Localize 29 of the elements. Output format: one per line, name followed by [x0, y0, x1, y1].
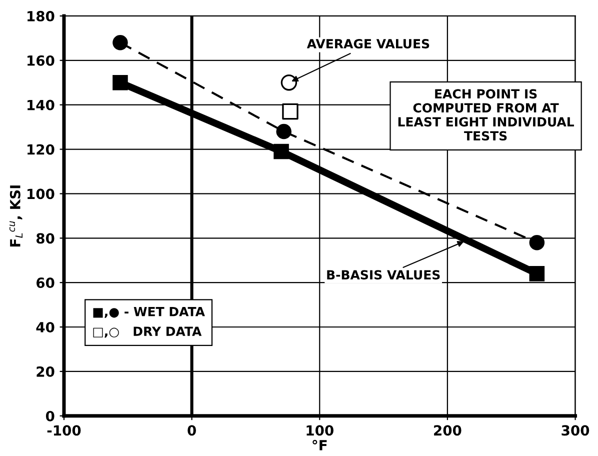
- y-tick-label: 140: [28, 100, 54, 110]
- point: [112, 34, 128, 50]
- x-tick-label: 200: [434, 425, 462, 436]
- y-tick-label: 120: [28, 144, 54, 155]
- y-tick-label: 20: [36, 366, 54, 377]
- point: [529, 266, 545, 282]
- point: [274, 144, 289, 160]
- point: [282, 103, 298, 120]
- x-axis-title: °F: [312, 440, 327, 450]
- point: [276, 124, 292, 140]
- y-axis-title: F$_{L}$$^{cu}$, KSI: [9, 186, 23, 246]
- y-tick-label: 180: [28, 10, 54, 22]
- point: [112, 74, 128, 90]
- point: [280, 74, 298, 91]
- y-tick-label: 0: [46, 410, 54, 422]
- y-tick-label: 40: [36, 322, 54, 332]
- annotation: B-BASIS VALUES: [327, 270, 440, 280]
- x-tick-label: -100: [47, 425, 81, 436]
- y-tick-label: 60: [36, 278, 54, 288]
- point: [529, 234, 545, 250]
- annotation: EACH POINT IS COMPUTED FROM AT LEAST EIGHT INDIVIDUAL TESTS: [398, 89, 574, 141]
- y-tick-label: 80: [36, 233, 54, 244]
- annotation: AVERAGE VALUES: [306, 39, 430, 48]
- y-tick-label: 160: [28, 55, 54, 66]
- x-tick-label: 0: [188, 425, 196, 436]
- y-tick-label: 100: [28, 188, 54, 200]
- x-tick-label: 300: [562, 425, 590, 436]
- x-tick-label: 100: [306, 425, 334, 436]
- annotation: ■,● - WET DATA □,○ DRY DATA: [93, 307, 205, 338]
